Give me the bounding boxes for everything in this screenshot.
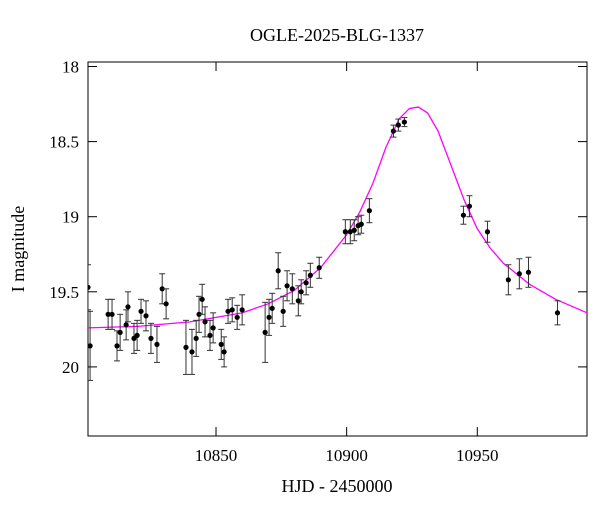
data-point (109, 311, 115, 317)
data-point (125, 304, 131, 310)
data-point (262, 329, 268, 335)
data-point (460, 212, 467, 218)
data-point (466, 203, 473, 209)
data-point (221, 349, 227, 355)
data-point (347, 229, 353, 235)
data-point (193, 335, 199, 341)
data-point (295, 298, 301, 304)
data-point (202, 319, 208, 325)
data-point (225, 308, 231, 314)
data-point (163, 301, 169, 307)
data-point (298, 289, 304, 295)
data-point (134, 332, 140, 338)
data-point (199, 296, 205, 302)
data-point (275, 268, 281, 274)
plot-area (88, 106, 587, 381)
y-tick-label: 18.5 (49, 133, 79, 152)
data-point (266, 314, 272, 320)
data-point (114, 343, 120, 349)
data-point (351, 227, 357, 233)
data-point (154, 341, 160, 347)
data-point (229, 307, 235, 313)
error-bar (88, 264, 91, 311)
y-tick-label: 18 (62, 58, 79, 77)
data-point (88, 343, 93, 349)
data-point (210, 325, 216, 331)
data-point (269, 305, 275, 311)
data-point (289, 286, 295, 292)
data-point (138, 308, 144, 314)
data-point (401, 119, 407, 125)
x-axis-label: HJD - 2450000 (282, 476, 393, 496)
plot-frame (87, 61, 588, 437)
y-tick-label: 19.5 (49, 283, 79, 302)
data-point (123, 322, 129, 328)
data-point (366, 208, 372, 214)
data-point (358, 221, 364, 227)
data-point (284, 283, 290, 289)
data-point (105, 311, 111, 317)
data-point (234, 314, 240, 320)
data-point (525, 269, 532, 275)
data-point (280, 308, 286, 314)
data-point (316, 265, 322, 271)
data-point (303, 280, 309, 286)
data-point (117, 329, 123, 335)
x-tick-label: 10950 (456, 446, 499, 465)
data-point (239, 307, 245, 313)
data-point (196, 311, 202, 317)
data-point (189, 349, 195, 355)
data-point (505, 277, 511, 283)
data-point (159, 286, 165, 292)
data-point (516, 271, 522, 277)
x-tick-label: 10900 (325, 446, 368, 465)
y-tick-label: 19 (62, 208, 79, 227)
y-tick-label: 20 (62, 358, 79, 377)
x-tick-label: 10850 (195, 446, 238, 465)
data-point (143, 313, 149, 319)
data-point (307, 272, 313, 278)
y-axis-label: I magnitude (8, 206, 28, 292)
data-point (554, 310, 561, 316)
data-point (342, 229, 348, 235)
chart-title: OGLE-2025-BLG-1337 (250, 25, 424, 45)
data-point (390, 128, 397, 134)
data-point (218, 341, 224, 347)
data-point (207, 332, 213, 338)
model-curve (88, 106, 587, 329)
data-point (395, 122, 401, 128)
data-point (183, 344, 189, 350)
data-point (484, 229, 491, 235)
data-point (148, 335, 154, 341)
data-point (88, 284, 91, 290)
